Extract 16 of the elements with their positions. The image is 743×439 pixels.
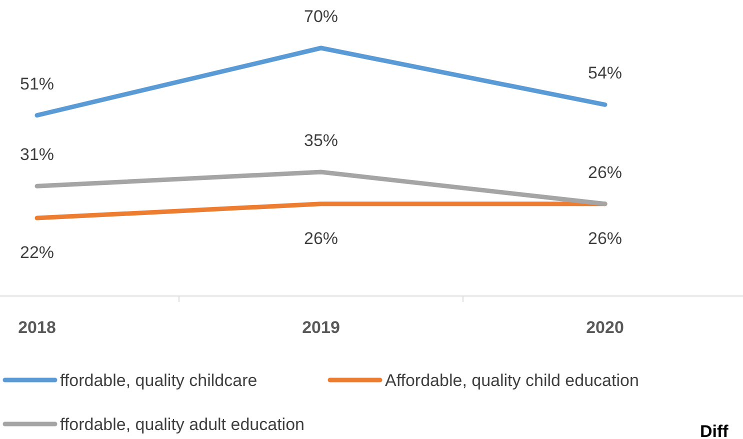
data-label: 54% (588, 64, 622, 83)
legend-label: ffordable, quality childcare (60, 371, 258, 390)
data-label: 70% (304, 7, 338, 26)
data-label: 26% (588, 228, 622, 248)
legend-label: ffordable, quality adult education (60, 415, 304, 434)
data-label: 22% (20, 243, 54, 262)
text: Diff (700, 422, 729, 439)
data-label: 35% (304, 131, 338, 150)
x-tick-label: 2018 (18, 318, 56, 337)
data-label: 51% (20, 74, 54, 94)
x-tick-label: 2020 (586, 318, 624, 337)
data-label: 26% (304, 228, 338, 248)
data-label: 31% (20, 145, 54, 164)
legend-label: Affordable, quality child education (385, 371, 639, 390)
x-tick-label: 2019 (302, 318, 340, 337)
data-label: 26% (588, 162, 622, 182)
